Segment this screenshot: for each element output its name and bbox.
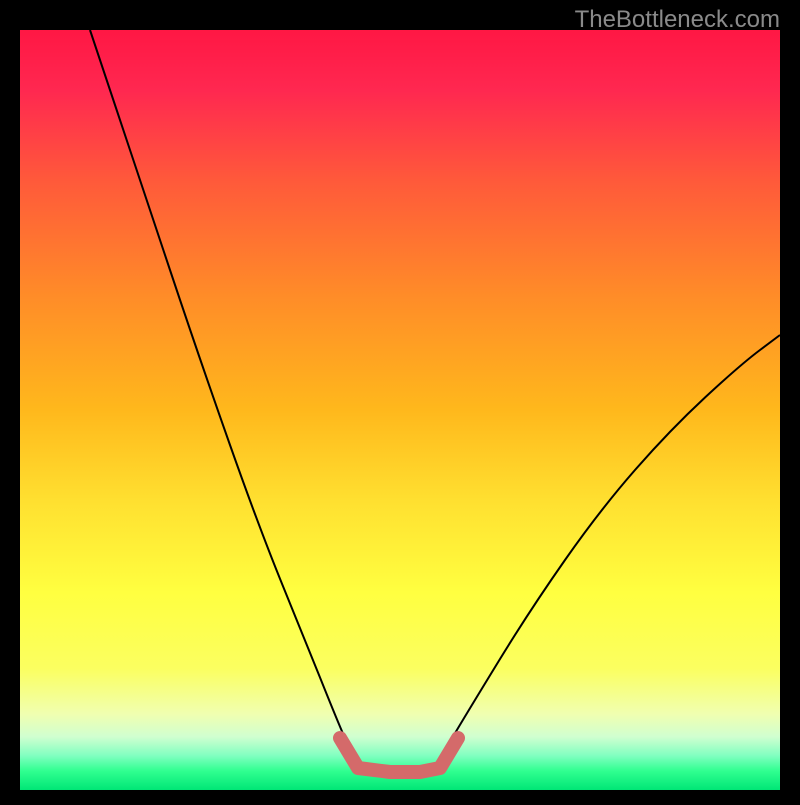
watermark-text: TheBottleneck.com [575, 6, 780, 34]
chart-svg [0, 0, 800, 800]
bottleneck-chart [0, 0, 800, 800]
plot-background [20, 30, 780, 790]
